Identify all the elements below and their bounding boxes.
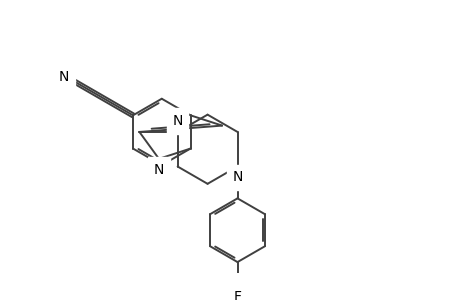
Text: N: N: [58, 70, 69, 84]
Text: F: F: [233, 290, 241, 300]
Text: N: N: [172, 114, 182, 128]
Text: N: N: [153, 163, 164, 177]
Text: N: N: [232, 170, 242, 184]
